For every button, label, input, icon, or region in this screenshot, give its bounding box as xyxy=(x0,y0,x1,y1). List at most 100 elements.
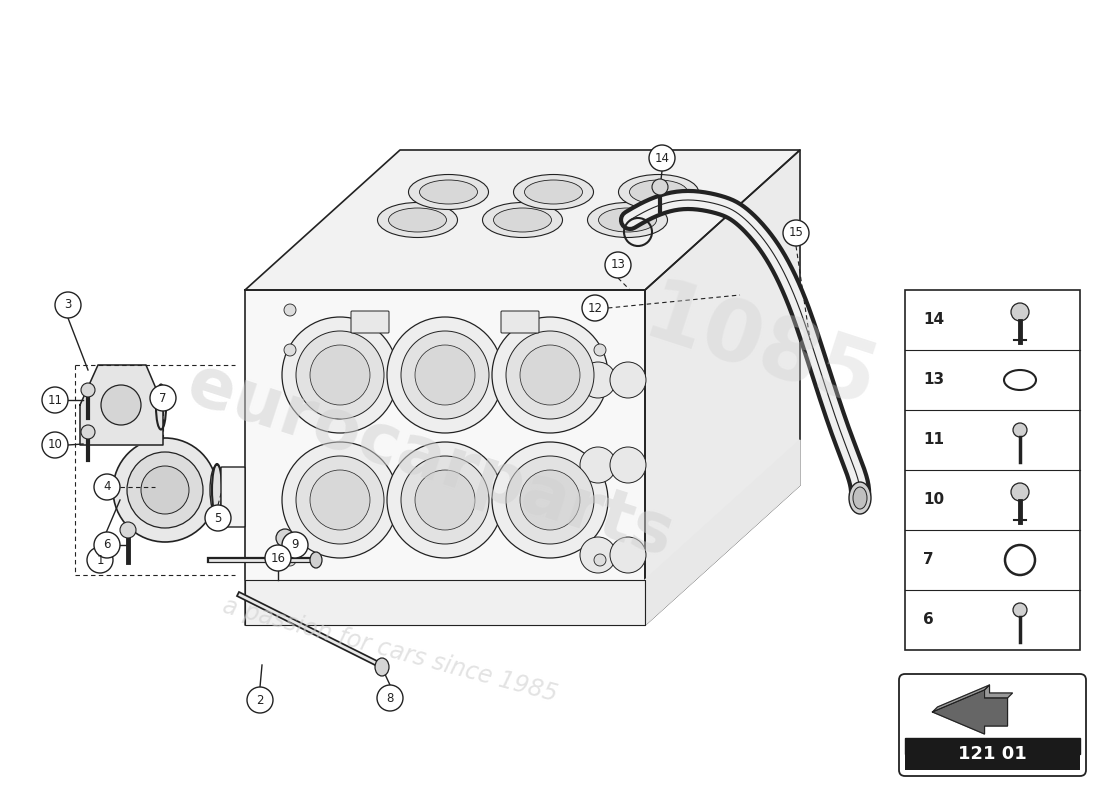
Circle shape xyxy=(520,470,580,530)
Circle shape xyxy=(310,470,370,530)
Ellipse shape xyxy=(210,465,224,515)
Circle shape xyxy=(594,304,606,316)
Circle shape xyxy=(610,362,646,398)
Circle shape xyxy=(649,145,675,171)
Text: 9: 9 xyxy=(292,538,299,551)
Circle shape xyxy=(284,304,296,316)
Circle shape xyxy=(415,345,475,405)
Circle shape xyxy=(506,331,594,419)
FancyBboxPatch shape xyxy=(500,311,539,333)
Text: eurocarparts: eurocarparts xyxy=(178,350,681,570)
Text: 12: 12 xyxy=(587,302,603,314)
Circle shape xyxy=(282,532,308,558)
Text: 4: 4 xyxy=(103,481,111,494)
Ellipse shape xyxy=(849,482,871,514)
Text: 11: 11 xyxy=(923,433,944,447)
Circle shape xyxy=(205,505,231,531)
Text: 121 01: 121 01 xyxy=(958,745,1027,763)
Circle shape xyxy=(296,456,384,544)
Ellipse shape xyxy=(598,208,657,232)
Circle shape xyxy=(248,687,273,713)
Circle shape xyxy=(87,547,113,573)
Circle shape xyxy=(783,220,808,246)
Circle shape xyxy=(610,447,646,483)
Circle shape xyxy=(81,425,95,439)
Text: 16: 16 xyxy=(271,551,286,565)
Text: 7: 7 xyxy=(923,553,934,567)
Circle shape xyxy=(377,685,403,711)
Polygon shape xyxy=(645,150,800,625)
Circle shape xyxy=(582,295,608,321)
Polygon shape xyxy=(245,150,800,290)
Polygon shape xyxy=(933,685,990,712)
FancyBboxPatch shape xyxy=(221,467,245,527)
FancyBboxPatch shape xyxy=(351,311,389,333)
FancyBboxPatch shape xyxy=(905,738,1080,770)
Circle shape xyxy=(282,317,398,433)
Text: 10: 10 xyxy=(47,438,63,451)
Text: 1085: 1085 xyxy=(634,274,887,426)
Circle shape xyxy=(94,532,120,558)
Polygon shape xyxy=(933,690,1008,734)
Ellipse shape xyxy=(852,487,867,509)
Ellipse shape xyxy=(629,180,688,204)
Text: 2: 2 xyxy=(256,694,264,706)
Circle shape xyxy=(150,385,176,411)
Text: 6: 6 xyxy=(923,613,934,627)
Text: 8: 8 xyxy=(386,691,394,705)
Circle shape xyxy=(387,317,503,433)
Ellipse shape xyxy=(587,202,668,238)
Circle shape xyxy=(42,432,68,458)
Circle shape xyxy=(126,452,204,528)
Circle shape xyxy=(387,442,503,558)
Circle shape xyxy=(1011,483,1028,501)
Ellipse shape xyxy=(494,208,551,232)
Circle shape xyxy=(580,362,616,398)
Circle shape xyxy=(580,537,616,573)
Circle shape xyxy=(310,345,370,405)
Circle shape xyxy=(520,345,580,405)
Text: 13: 13 xyxy=(923,373,944,387)
Ellipse shape xyxy=(618,174,698,210)
Ellipse shape xyxy=(388,208,447,232)
Ellipse shape xyxy=(310,552,322,568)
Circle shape xyxy=(282,442,398,558)
Ellipse shape xyxy=(514,174,594,210)
Text: 14: 14 xyxy=(923,313,944,327)
Text: a passion for cars since 1985: a passion for cars since 1985 xyxy=(220,594,560,706)
Circle shape xyxy=(55,292,81,318)
Circle shape xyxy=(1013,603,1027,617)
Circle shape xyxy=(276,529,294,547)
Ellipse shape xyxy=(525,180,583,204)
Circle shape xyxy=(492,317,608,433)
Bar xyxy=(905,290,1080,650)
Polygon shape xyxy=(245,580,645,625)
Ellipse shape xyxy=(408,174,488,210)
Circle shape xyxy=(580,447,616,483)
Text: 10: 10 xyxy=(923,493,944,507)
Ellipse shape xyxy=(375,658,389,676)
Polygon shape xyxy=(984,685,1012,698)
Circle shape xyxy=(141,466,189,514)
Polygon shape xyxy=(645,440,800,625)
Circle shape xyxy=(284,344,296,356)
Circle shape xyxy=(284,554,296,566)
Circle shape xyxy=(506,456,594,544)
Circle shape xyxy=(265,545,292,571)
Circle shape xyxy=(610,537,646,573)
Circle shape xyxy=(402,456,490,544)
Polygon shape xyxy=(905,738,1080,754)
Circle shape xyxy=(1013,423,1027,437)
Text: 14: 14 xyxy=(654,151,670,165)
Text: 11: 11 xyxy=(47,394,63,406)
Polygon shape xyxy=(245,290,645,625)
Text: 13: 13 xyxy=(610,258,626,271)
Circle shape xyxy=(120,522,136,538)
Text: 15: 15 xyxy=(789,226,803,239)
Text: 1: 1 xyxy=(97,554,103,566)
Circle shape xyxy=(415,470,475,530)
Ellipse shape xyxy=(419,180,477,204)
Circle shape xyxy=(652,179,668,195)
Polygon shape xyxy=(80,365,163,445)
Ellipse shape xyxy=(483,202,562,238)
